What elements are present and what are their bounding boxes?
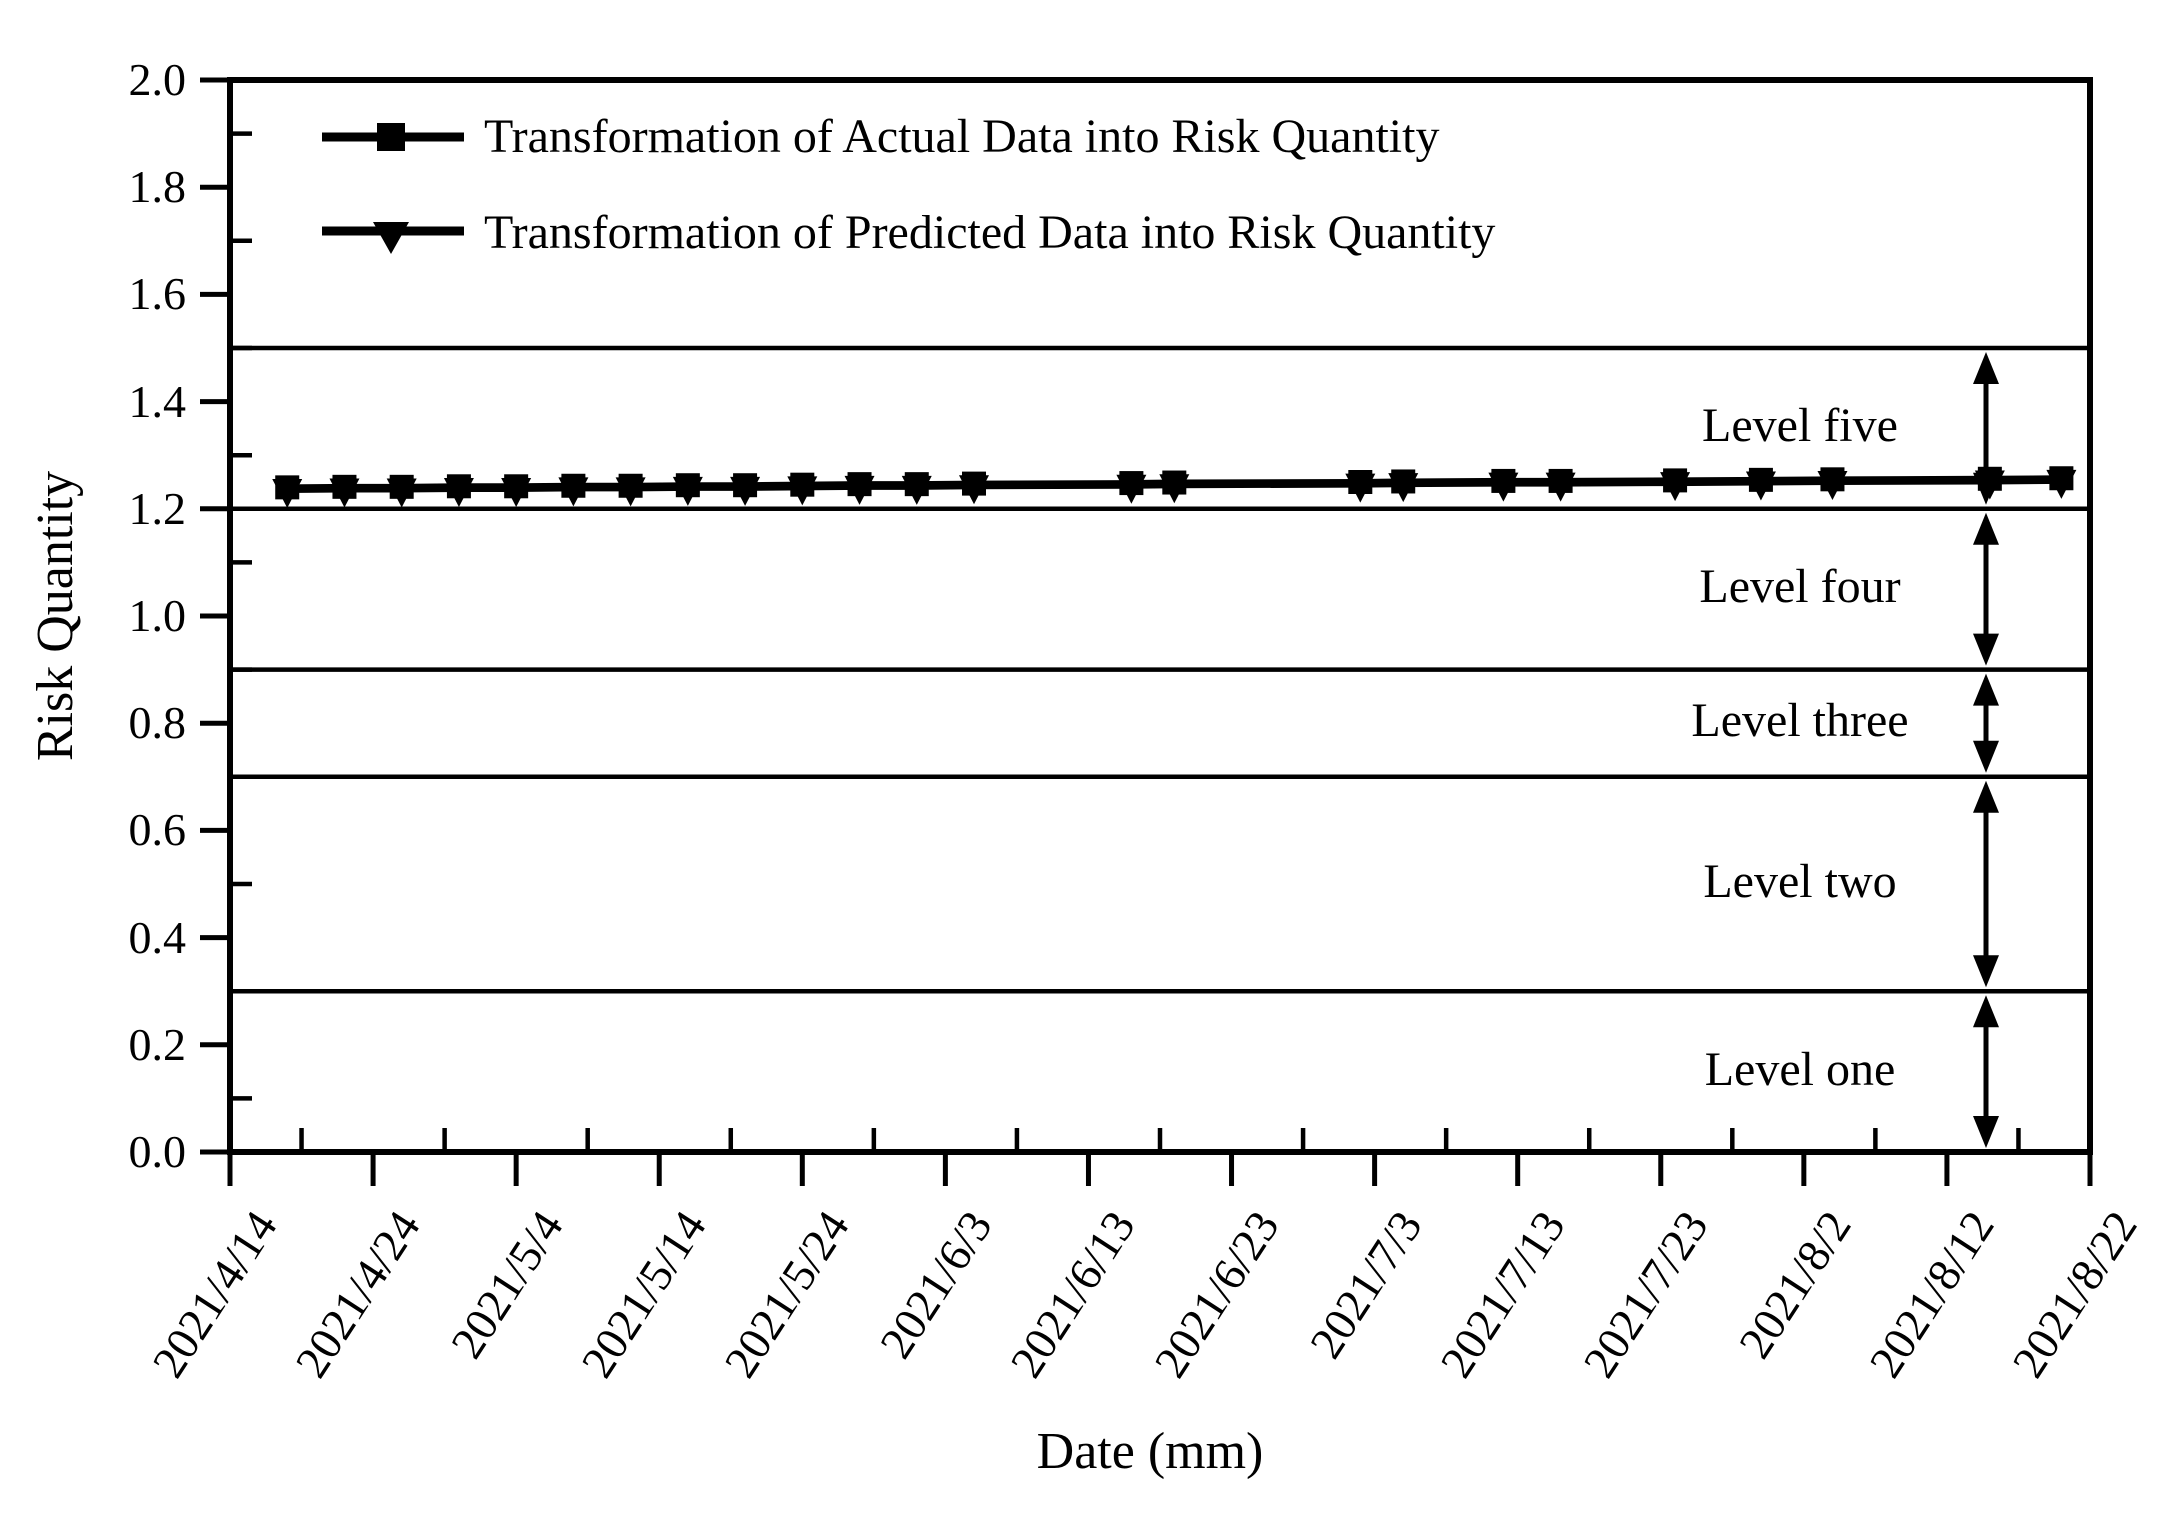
y-tick-label: 1.8	[128, 161, 187, 213]
actual-data-point-marker	[332, 474, 357, 499]
level-four-label: Level four	[1699, 560, 1901, 614]
actual-data-point-marker	[2049, 466, 2074, 491]
arrow-up-head	[1973, 995, 1999, 1028]
legend-item-predicted: Transformation of Predicted Data into Ri…	[318, 200, 1495, 266]
arrow-down-head	[1973, 955, 1999, 988]
legend-item-actual: Transformation of Actual Data into Risk …	[318, 104, 1495, 170]
actual-data-point-marker	[904, 472, 929, 497]
arrow-up-head	[1973, 780, 1999, 813]
actual-data-point-marker	[275, 475, 300, 500]
y-tick-label: 0.2	[128, 1018, 187, 1070]
actual-data-point-marker	[389, 474, 414, 499]
actual-data-point-marker	[1391, 469, 1416, 494]
legend-label-predicted: Transformation of Predicted Data into Ri…	[484, 206, 1496, 259]
y-tick-label: 0.8	[128, 697, 187, 749]
arrow-down-head	[1973, 1116, 1999, 1148]
y-tick-label: 1.6	[128, 268, 187, 320]
actual-data-point-marker	[1491, 468, 1516, 493]
actual-data-point-marker	[733, 473, 758, 498]
actual-data-point-marker	[1348, 470, 1373, 494]
y-tick-label: 2.0	[128, 54, 187, 105]
actual-data-point-marker	[446, 474, 471, 499]
actual-data-point-marker	[561, 473, 586, 498]
chart-legend: Transformation of Actual Data into Risk …	[318, 104, 1495, 266]
actual-data-point-marker	[1820, 467, 1845, 492]
actual-data-point-marker	[847, 472, 872, 497]
actual-data-point-marker	[675, 473, 700, 498]
actual-data-point-marker	[790, 472, 815, 497]
actual-data-point-marker	[504, 474, 529, 499]
y-tick-label: 1.2	[128, 482, 187, 534]
level-three-label: Level three	[1691, 694, 1909, 748]
level-two-label: Level two	[1703, 855, 1897, 908]
arrow-down-head	[1973, 633, 1999, 666]
y-tick-label: 0.4	[128, 911, 187, 963]
actual-data-point-marker	[1663, 468, 1688, 493]
actual-data-point-marker	[962, 471, 986, 496]
level-five-label: Level five	[1702, 399, 1898, 453]
actual-data-point-marker	[618, 473, 643, 498]
actual-data-point-marker	[1119, 471, 1144, 496]
actual-data-point-marker	[1162, 470, 1187, 495]
arrow-up-head	[1973, 512, 1999, 545]
square-marker-line-icon	[322, 123, 464, 151]
y-tick-label: 0.6	[128, 804, 187, 856]
legend-label-actual: Transformation of Actual Data into Risk …	[484, 110, 1440, 163]
y-tick-label: 1.4	[128, 375, 187, 427]
arrow-up-head	[1973, 352, 1999, 384]
level-one-label: Level one	[1704, 1042, 1896, 1096]
y-tick-label: 1.0	[128, 590, 187, 641]
plot-frame	[227, 77, 2093, 1155]
arrow-down-head	[1973, 740, 1999, 773]
actual-data-point-marker	[1748, 467, 1773, 492]
x-axis-title: Date (mm)	[1036, 1423, 1264, 1480]
arrow-up-head	[1973, 673, 1999, 706]
y-tick-label: 0.0	[128, 1126, 187, 1177]
actual-data-point-marker	[1548, 468, 1573, 493]
actual-data-point-marker	[1977, 466, 2002, 491]
triangle-marker-line-icon	[322, 222, 464, 254]
